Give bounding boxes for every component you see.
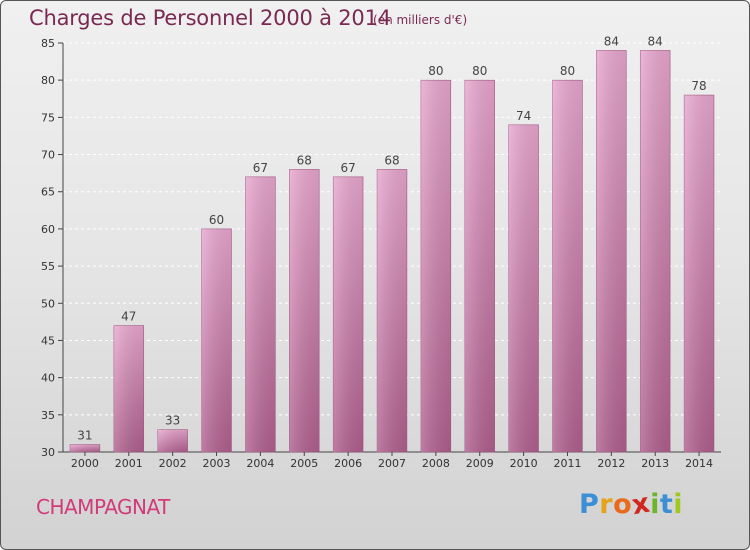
value-label: 60 <box>209 213 224 227</box>
bar-shade <box>113 325 144 452</box>
logo-letter: i <box>673 489 684 520</box>
y-tick-label: 40 <box>41 372 55 385</box>
x-tick-label: 2005 <box>290 457 318 470</box>
value-label: 67 <box>340 161 355 175</box>
bar-shade <box>552 80 583 452</box>
y-tick-label: 55 <box>41 260 55 273</box>
y-tick-label: 75 <box>41 111 55 124</box>
y-tick-label: 30 <box>41 446 55 459</box>
proxiti-logo[interactable]: Proxiti <box>579 488 684 522</box>
x-tick-label: 2006 <box>334 457 362 470</box>
value-label: 80 <box>428 64 443 78</box>
value-label: 68 <box>384 153 399 167</box>
chart-unit: (en milliers d'€) <box>373 13 468 27</box>
y-tick-label: 70 <box>41 149 55 162</box>
x-tick-label: 2009 <box>466 457 494 470</box>
bar-shade <box>464 80 495 452</box>
x-tick-label: 2007 <box>378 457 406 470</box>
bar-shade <box>289 169 320 452</box>
bar-shade <box>333 176 364 452</box>
y-tick-label: 85 <box>41 37 55 50</box>
value-label: 74 <box>516 109 531 123</box>
bar-shade <box>245 176 276 452</box>
bar-shade <box>157 429 188 452</box>
logo-letter: t <box>659 489 674 520</box>
x-tick-label: 2003 <box>203 457 231 470</box>
value-label: 33 <box>165 414 180 428</box>
logo-letter: i <box>650 489 660 520</box>
x-tick-label: 2014 <box>685 457 713 470</box>
bar-shade <box>508 124 539 453</box>
bar-shade <box>420 80 451 452</box>
value-label: 84 <box>648 34 663 48</box>
value-label: 78 <box>691 79 706 93</box>
bar-shade <box>70 444 100 452</box>
x-tick-label: 2013 <box>641 457 669 470</box>
x-tick-label: 2001 <box>115 457 143 470</box>
logo-letter: r <box>599 489 614 520</box>
value-label: 47 <box>121 310 136 324</box>
x-tick-label: 2002 <box>159 457 187 470</box>
y-tick-label: 45 <box>41 334 55 347</box>
y-tick-label: 35 <box>41 409 55 422</box>
bar-shade <box>201 228 232 452</box>
bar-shade <box>640 50 671 452</box>
bar-shade <box>596 50 627 452</box>
x-tick-label: 2012 <box>597 457 625 470</box>
logo-letter: o <box>613 489 633 520</box>
x-tick-label: 2008 <box>422 457 450 470</box>
value-label: 84 <box>604 34 619 48</box>
x-tick-label: 2010 <box>510 457 538 470</box>
chart-title: Charges de Personnel 2000 à 2014 <box>29 6 391 30</box>
y-tick-label: 65 <box>41 186 55 199</box>
value-label: 31 <box>77 429 92 443</box>
x-tick-label: 2011 <box>553 457 581 470</box>
value-label: 80 <box>560 64 575 78</box>
logo-letter: P <box>579 489 600 520</box>
y-tick-label: 50 <box>41 297 55 310</box>
y-tick-label: 60 <box>41 223 55 236</box>
value-label: 68 <box>297 153 312 167</box>
x-tick-label: 2004 <box>246 457 274 470</box>
bar-shade <box>377 169 407 452</box>
value-label: 80 <box>472 64 487 78</box>
x-tick-label: 2000 <box>71 457 99 470</box>
bar-shade <box>684 95 714 453</box>
value-label: 67 <box>253 161 268 175</box>
commune-name: CHAMPAGNAT <box>36 495 170 519</box>
y-tick-label: 80 <box>41 74 55 87</box>
